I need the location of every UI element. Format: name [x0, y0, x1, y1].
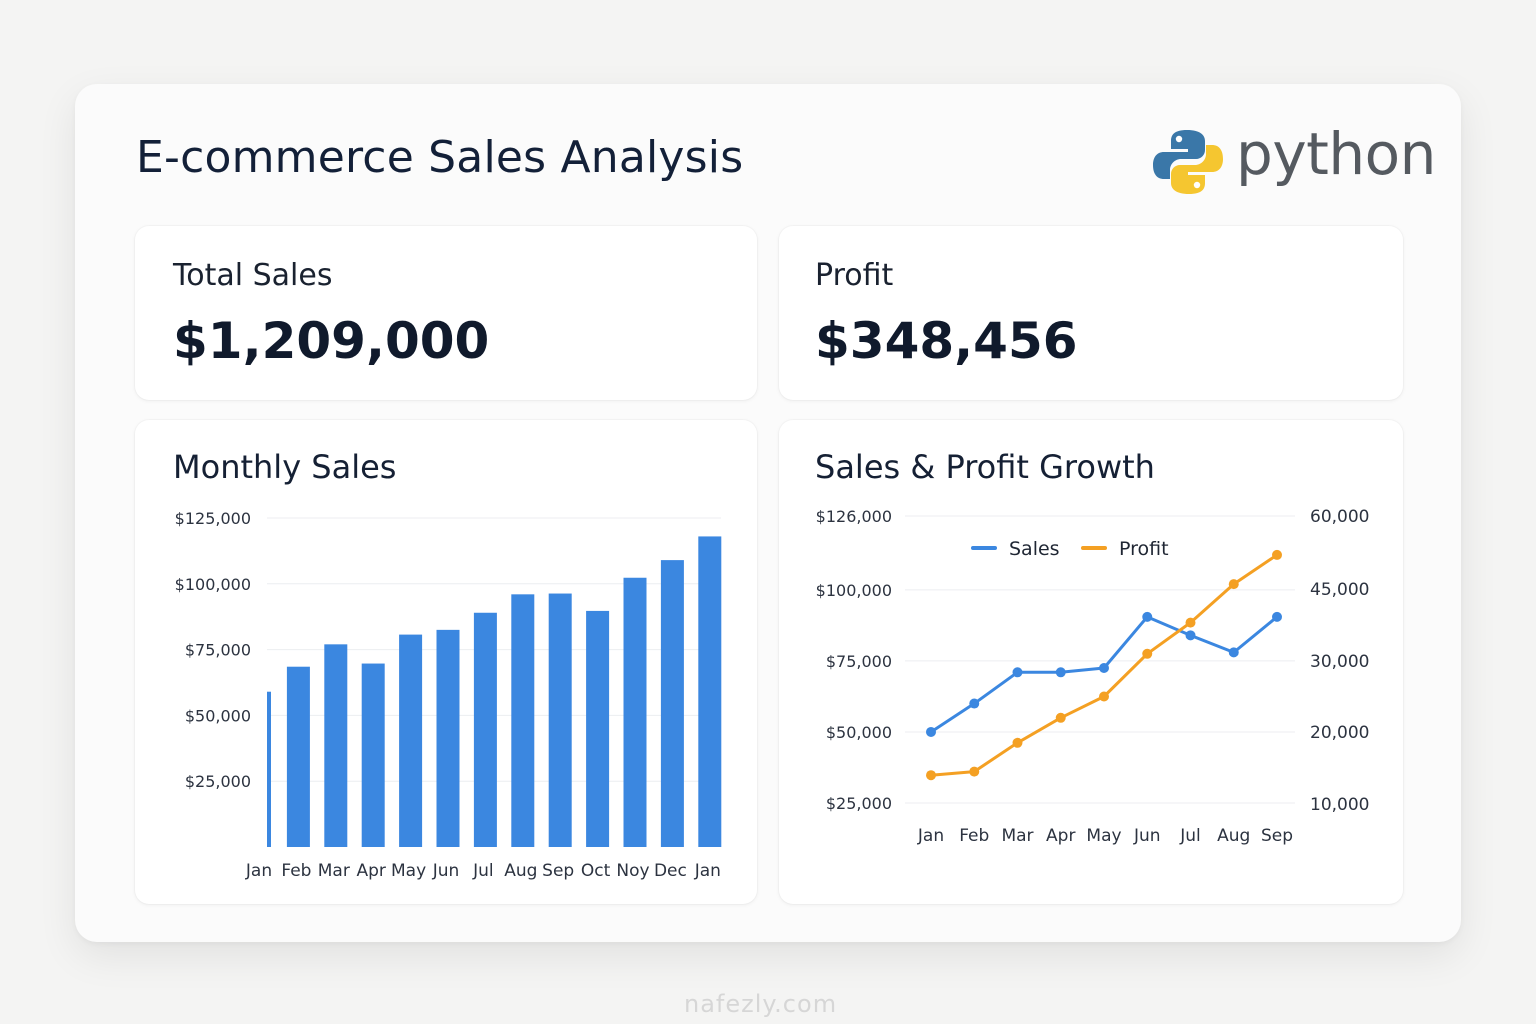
growth-chart: $25,000 $50,000 $75,000 $100,000 $126,000 10,…	[816, 507, 1370, 846]
left-ytick-label: $25,000	[826, 794, 892, 813]
profit-point	[1272, 549, 1282, 560]
left-ytick-label: $126,000	[816, 507, 892, 526]
profit-point	[1185, 617, 1196, 628]
bar-ytick-label: $100,000	[175, 575, 251, 594]
sales-point	[1272, 611, 1282, 622]
bar-xtick-label: Jun	[432, 861, 460, 881]
bar-ytick-label: $50,000	[185, 706, 251, 725]
bar-xtick-label: Noy	[616, 861, 649, 881]
python-logo: python	[1152, 120, 1436, 202]
line-xtick-label: Jul	[1179, 826, 1201, 846]
growth-card: Sales & Profit Growth $25,000 $50,000 $75,…	[779, 420, 1403, 904]
line-xtick-label: May	[1086, 826, 1121, 846]
profit-point	[926, 770, 936, 781]
sales-point	[926, 726, 936, 737]
sales-point	[1185, 630, 1196, 641]
page-title: E-commerce Sales Analysis	[136, 132, 744, 183]
line-xtick-label: Aug	[1217, 826, 1250, 846]
bar-xtick-label: Mar	[318, 861, 350, 881]
sales-bar	[511, 594, 535, 847]
bar-ytick-label: $25,000	[185, 772, 251, 791]
bar-xtick-label: Dec	[654, 861, 687, 881]
monthly-sales-chart: $25,000 $50,000 $75,000 $100,000 $125,000 Jan…	[175, 509, 722, 881]
bar-xtick-label: Jul	[472, 861, 494, 881]
sales-point	[1099, 663, 1109, 674]
sales-point	[1055, 667, 1066, 678]
bar-xtick-label: Jan	[245, 861, 272, 881]
sales-bar	[698, 536, 722, 847]
line-xtick-label: Feb	[959, 826, 989, 846]
total-sales-card: Total Sales $1,209,000	[135, 226, 757, 400]
left-ytick-label: $100,000	[816, 581, 892, 600]
profit-point	[1012, 737, 1023, 748]
right-ytick-label: 10,000	[1310, 795, 1369, 815]
sales-bar	[361, 663, 385, 847]
line-xtick-label: Sep	[1261, 826, 1293, 846]
growth-title: Sales & Profit Growth	[815, 448, 1155, 486]
total-sales-label: Total Sales	[173, 258, 333, 293]
line-xtick-label: Jan	[917, 826, 944, 846]
bar-xtick-label: May	[391, 861, 426, 881]
bar-ytick-label: $75,000	[185, 641, 251, 660]
sales-point	[969, 698, 980, 709]
bar-ytick-label: $125,000	[175, 509, 251, 528]
sales-bar	[436, 629, 460, 847]
line-xtick-label: Mar	[1001, 826, 1033, 846]
watermark: nafezly.com	[684, 990, 838, 1018]
profit-point	[1228, 579, 1239, 590]
sales-bar	[324, 644, 348, 847]
bar-xtick-label: Aug	[504, 861, 537, 881]
monthly-sales-title: Monthly Sales	[173, 448, 397, 486]
profit-label: Profit	[815, 258, 894, 293]
total-sales-value: $1,209,000	[173, 312, 490, 370]
right-ytick-label: 60,000	[1310, 507, 1369, 527]
sales-bar	[473, 612, 497, 847]
profit-value: $348,456	[815, 312, 1078, 370]
profit-point	[1142, 648, 1153, 659]
monthly-sales-card: Monthly Sales $25,000 $50,000 $75,000 $100,…	[135, 420, 757, 904]
bar-xtick-label: Oct	[581, 861, 611, 881]
python-logo-text: python	[1236, 120, 1436, 188]
bar-xtick-label: Sep	[542, 861, 574, 881]
sales-bar	[660, 560, 684, 847]
sales-point	[1142, 611, 1153, 622]
line-xtick-label: Jun	[1133, 826, 1161, 846]
sales-bar	[586, 610, 610, 847]
left-ytick-label: $50,000	[826, 723, 892, 742]
profit-point	[1099, 691, 1109, 702]
sales-legend-label: Sales	[1009, 538, 1060, 560]
right-ytick-label: 30,000	[1310, 652, 1369, 672]
profit-legend-label: Profit	[1119, 538, 1169, 560]
right-ytick-label: 45,000	[1310, 580, 1369, 600]
left-ytick-label: $75,000	[826, 652, 892, 671]
profit-point	[969, 766, 980, 777]
bar-xtick-label: Jan	[694, 861, 721, 881]
sales-bar	[399, 634, 423, 847]
sales-bar	[548, 593, 572, 847]
sales-bar	[623, 577, 647, 847]
sales-point	[1012, 667, 1023, 678]
profit-point	[1055, 712, 1066, 723]
sales-point	[1228, 647, 1239, 658]
sales-bar	[267, 691, 271, 847]
sales-bar	[286, 666, 310, 847]
sales-line	[930, 615, 1278, 734]
bar-xtick-label: Apr	[356, 861, 385, 881]
python-snake-icon	[1153, 130, 1223, 194]
right-ytick-label: 20,000	[1310, 723, 1369, 743]
line-xtick-label: Apr	[1046, 826, 1075, 846]
bar-xtick-label: Feb	[281, 861, 311, 881]
profit-card: Profit $348,456	[779, 226, 1403, 400]
